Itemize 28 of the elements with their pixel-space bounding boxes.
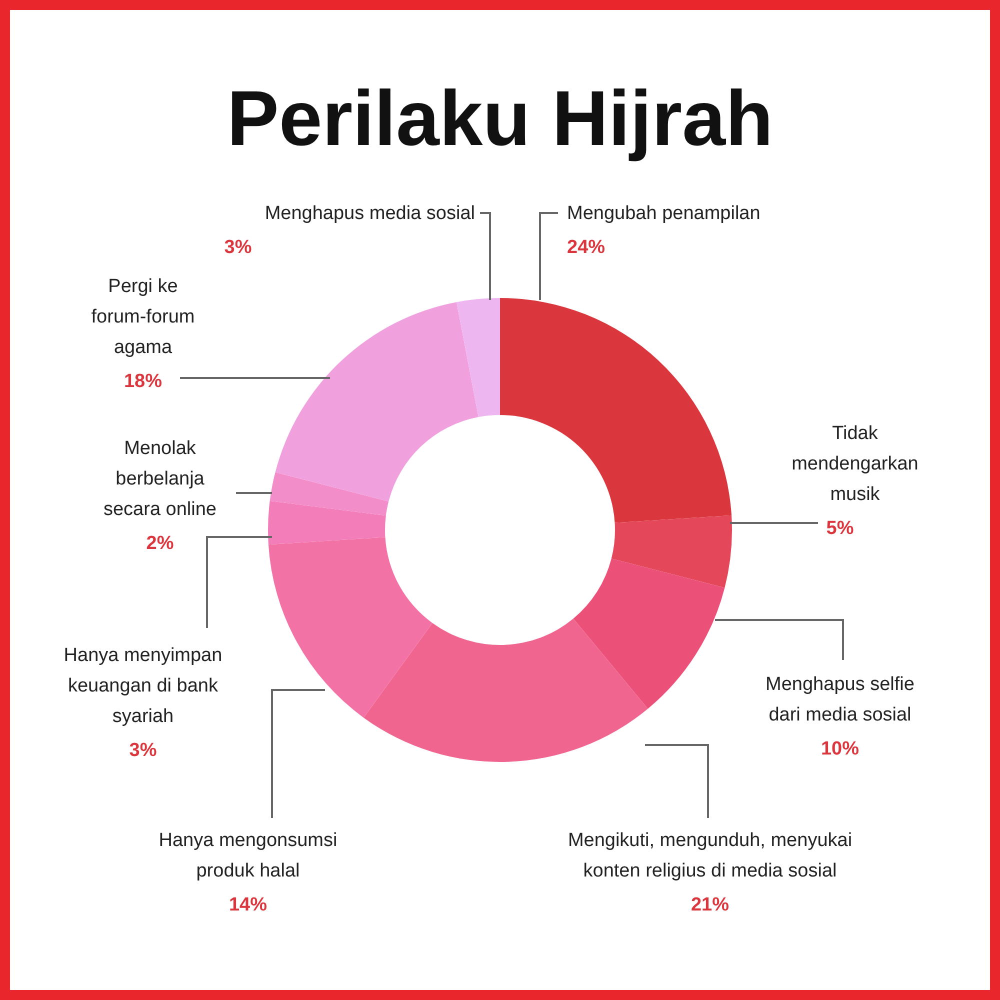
donut-slice [456, 298, 500, 418]
data-label: 10% [820, 738, 860, 760]
donut-slice [500, 298, 732, 523]
slice-label: Hanya menyimpan keuangan di bank syariah [64, 645, 222, 727]
data-label: 2% [146, 533, 174, 554]
donut-slice [270, 472, 389, 516]
data-label: 14% [228, 894, 268, 916]
data-label: 18% [124, 371, 162, 392]
data-label: 24% [567, 237, 606, 258]
data-label: 5% [826, 518, 854, 539]
slice-label: Mengubah penampilan [567, 203, 760, 224]
data-label: 3% [129, 740, 157, 761]
slice-label: Menolak berbelanja secara online [103, 438, 217, 520]
donut-slice [268, 537, 432, 718]
donut-slice [573, 558, 725, 709]
slice-label: Menghapus selfie dari media sosial [766, 674, 914, 726]
slice-label: Mengikuti, mengunduh, menyukai konten religius di media sosial [568, 830, 852, 882]
data-label: 21% [690, 894, 730, 916]
donut-slice [364, 618, 648, 762]
slice-label: Menghapus media sosial [264, 203, 475, 224]
donut-slice [268, 500, 386, 545]
data-label: 3% [224, 237, 252, 258]
slice-label: Tidak mendengarkan musik [792, 423, 918, 505]
donut-slice [611, 515, 732, 588]
donut-slice [275, 302, 478, 502]
slice-label: Pergi ke forum-forum agama [91, 276, 195, 358]
chart-title: Perilaku Hijrah [226, 74, 774, 162]
slice-label: Hanya mengonsumsi produk halal [158, 830, 338, 882]
